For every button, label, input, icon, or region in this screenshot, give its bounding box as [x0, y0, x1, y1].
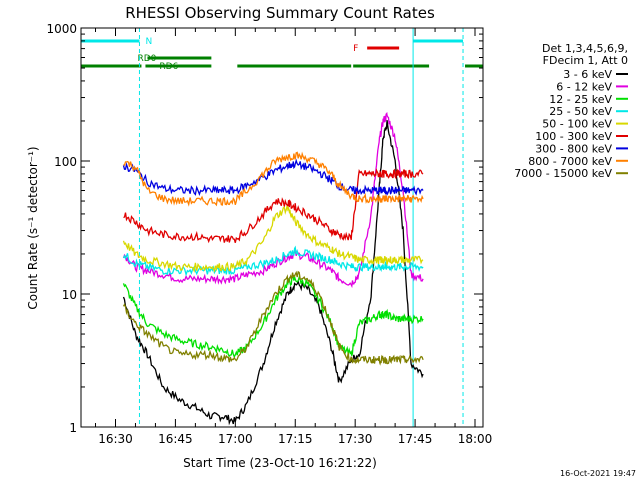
series-line-2 — [122, 275, 424, 359]
x-tick-label: 16:45 — [158, 432, 193, 446]
chart-title: RHESSI Observing Summary Count Rates — [125, 4, 435, 22]
legend-entry-label: 6 - 12 keV — [556, 80, 612, 93]
series-line-0 — [122, 120, 424, 426]
legend-entry-label: 3 - 6 keV — [563, 68, 612, 81]
x-axis-label: Start Time (23-Oct-10 16:21:22) — [183, 456, 377, 470]
legend: Det 1,3,4,5,6,9,FDecim 1, Att 03 - 6 keV… — [514, 42, 628, 180]
series-line-3 — [122, 245, 424, 277]
series-line-7 — [123, 151, 424, 207]
series-line-8 — [122, 270, 424, 366]
x-tick-label: 17:00 — [218, 432, 253, 446]
legend-entry-label: 25 - 50 keV — [549, 105, 612, 118]
flag-label-f: F — [353, 44, 358, 54]
legend-entry-label: 50 - 100 keV — [542, 118, 612, 131]
x-tick-label: 17:30 — [338, 432, 373, 446]
series-line-6 — [122, 158, 424, 197]
y-tick-label: 1000 — [46, 22, 77, 36]
x-tick-label: 16:30 — [98, 432, 133, 446]
y-axis-label: Count Rate (s⁻¹ detector⁻¹) — [26, 146, 40, 309]
axes-layer: 16:30 16:45 17:00 17:15 17:30 17:45 18:00 1 10 10… — [46, 22, 492, 446]
plot-frame — [80, 27, 484, 428]
legend-entry-label: 100 - 300 keV — [535, 130, 612, 143]
series-line-1 — [122, 111, 424, 289]
y-tick-label: 10 — [62, 288, 77, 302]
series-line-4 — [122, 204, 424, 273]
x-tick-label: 17:45 — [398, 432, 433, 446]
flag-label-n: N — [145, 37, 152, 47]
legend-entry-label: 800 - 7000 keV — [528, 155, 612, 168]
y-tick-label: 100 — [54, 155, 77, 169]
y-tick-label: 1 — [69, 421, 77, 435]
legend-entry-label: 12 - 25 keV — [549, 93, 612, 106]
series-layer — [122, 111, 424, 426]
legend-entry-label: 300 - 800 keV — [535, 142, 612, 155]
series-line-5 — [123, 168, 424, 244]
legend-header: Det 1,3,4,5,6,9, — [542, 42, 628, 55]
flag-label-rd6: RD6 — [159, 62, 178, 72]
legend-header: FDecim 1, Att 0 — [543, 54, 628, 67]
timestamp: 16-Oct-2021 19:47 — [560, 469, 636, 478]
x-tick-label: 17:15 — [278, 432, 313, 446]
flag-label-rd0: RD0 — [137, 54, 156, 64]
x-tick-label: 18:00 — [458, 432, 493, 446]
legend-entry-label: 7000 - 15000 keV — [514, 167, 612, 180]
